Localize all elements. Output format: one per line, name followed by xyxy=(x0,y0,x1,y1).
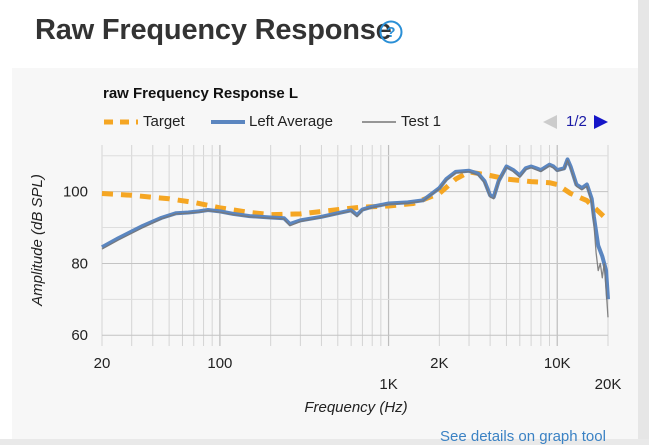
frequency-response-graph: 20 100 2K 10K 1K 20K 60 80 100 Frequency (Hz) Am… xyxy=(29,145,621,416)
x-tick-label: 20 xyxy=(94,355,111,372)
legend-item-test1[interactable]: Test 1 xyxy=(362,112,452,132)
grid-lines xyxy=(101,145,609,346)
triangle-right-icon[interactable] xyxy=(592,113,610,131)
x-tick-label: 20K xyxy=(595,376,622,393)
legend-swatch-target xyxy=(104,119,138,125)
pager-text: 1/2 xyxy=(566,113,587,130)
card-header: Raw Frequency Response ? xyxy=(0,0,638,68)
series-line-left-average xyxy=(101,157,610,300)
y-tick-label: 60 xyxy=(71,327,88,344)
chart-title: raw Frequency Response L xyxy=(103,85,299,102)
series-line-test-1 xyxy=(101,159,609,318)
question-circle-icon[interactable]: ? xyxy=(379,20,403,44)
legend-item-left-average[interactable]: Left Average xyxy=(211,112,341,132)
y-tick-label: 80 xyxy=(71,255,88,272)
svg-text:?: ? xyxy=(386,24,395,41)
legend-label-target: Target xyxy=(143,113,185,130)
series-lines xyxy=(101,157,610,318)
legend-label-test1: Test 1 xyxy=(401,113,442,130)
tick-labels: 20 100 2K 10K 1K 20K 60 80 100 xyxy=(63,184,621,393)
x-tick-label: 1K xyxy=(379,376,397,393)
x-tick-label: 2K xyxy=(430,355,448,372)
see-details-link[interactable]: See details on graph tool xyxy=(440,428,606,445)
x-axis-label: Frequency (Hz) xyxy=(304,399,407,416)
y-axis-label: Amplitude (dB SPL) xyxy=(29,174,46,307)
legend-swatch-test1 xyxy=(362,121,396,123)
legend-item-target[interactable]: Target xyxy=(103,112,193,132)
legend-label-left-average: Left Average xyxy=(249,113,333,130)
legend-swatch-left-average xyxy=(211,120,245,124)
triangle-left-icon[interactable] xyxy=(541,113,559,131)
y-tick-label: 100 xyxy=(63,184,88,201)
scrollbar-track[interactable] xyxy=(638,0,649,439)
chart-panel xyxy=(12,68,638,439)
x-tick-label: 100 xyxy=(207,355,232,372)
section-title: Raw Frequency Response xyxy=(35,14,392,46)
graph-pager: 1/2 xyxy=(541,112,611,132)
x-tick-label: 10K xyxy=(544,355,571,372)
